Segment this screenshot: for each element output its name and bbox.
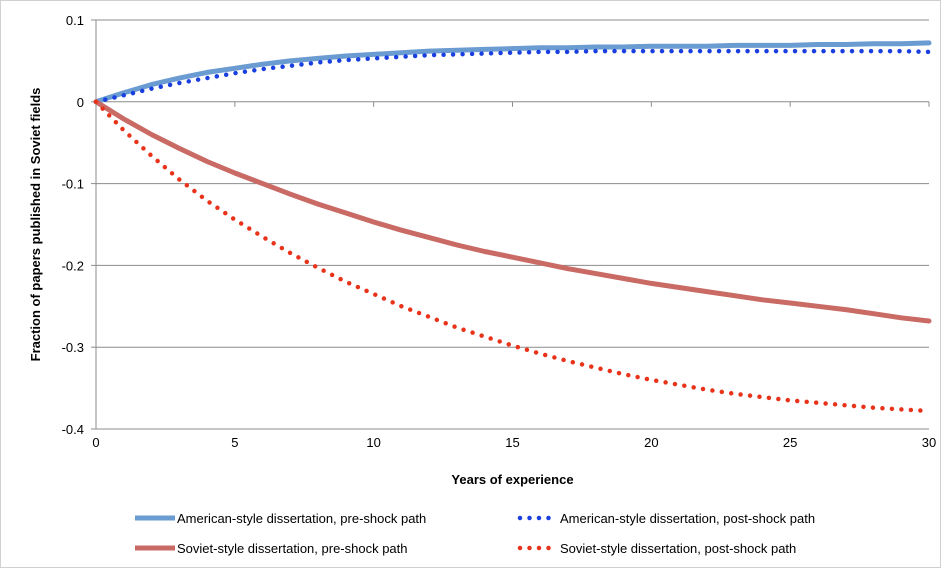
legend-label: American-style dissertation, pre-shock p… <box>177 511 426 526</box>
legend-label: American-style dissertation, post-shock … <box>560 511 815 526</box>
legend-label: Soviet-style dissertation, pre-shock pat… <box>177 541 408 556</box>
y-tick-label: -0.1 <box>62 177 84 192</box>
tick-labels: 0.1 0 -0.1 -0.2 -0.3 -0.4 0 5 10 15 20 25 30 <box>62 13 937 450</box>
x-tick-label: 15 <box>505 435 519 450</box>
y-axis-title: Fraction of papers published in Soviet f… <box>28 88 43 362</box>
series-line-4 <box>93 99 932 414</box>
x-tick-label: 10 <box>366 435 380 450</box>
x-tick-label: 5 <box>231 435 238 450</box>
legend: American-style dissertation, pre-shock p… <box>135 511 815 556</box>
y-tick-label: 0.1 <box>66 13 84 28</box>
x-axis-title: Years of experience <box>451 472 573 487</box>
x-tick-label: 0 <box>92 435 99 450</box>
y-tick-label: -0.4 <box>62 422 84 437</box>
y-tick-label: -0.2 <box>62 258 84 273</box>
axes <box>91 19 930 430</box>
series-line-1 <box>93 40 932 105</box>
y-tick-label: -0.3 <box>62 340 84 355</box>
series-line-3 <box>93 99 932 324</box>
legend-item-2: American-style dissertation, post-shock … <box>517 511 815 526</box>
x-tick-label: 30 <box>922 435 936 450</box>
series-lines <box>93 40 932 414</box>
series-line-2 <box>93 48 932 105</box>
y-tick-label: 0 <box>77 95 84 110</box>
x-tick-label: 25 <box>783 435 797 450</box>
gridlines <box>96 19 929 430</box>
legend-label: Soviet-style dissertation, post-shock pa… <box>560 541 796 556</box>
x-tick-label: 20 <box>644 435 658 450</box>
legend-item-4: Soviet-style dissertation, post-shock pa… <box>517 541 796 556</box>
legend-item-1: American-style dissertation, pre-shock p… <box>135 511 426 526</box>
legend-item-3: Soviet-style dissertation, pre-shock pat… <box>135 541 408 556</box>
